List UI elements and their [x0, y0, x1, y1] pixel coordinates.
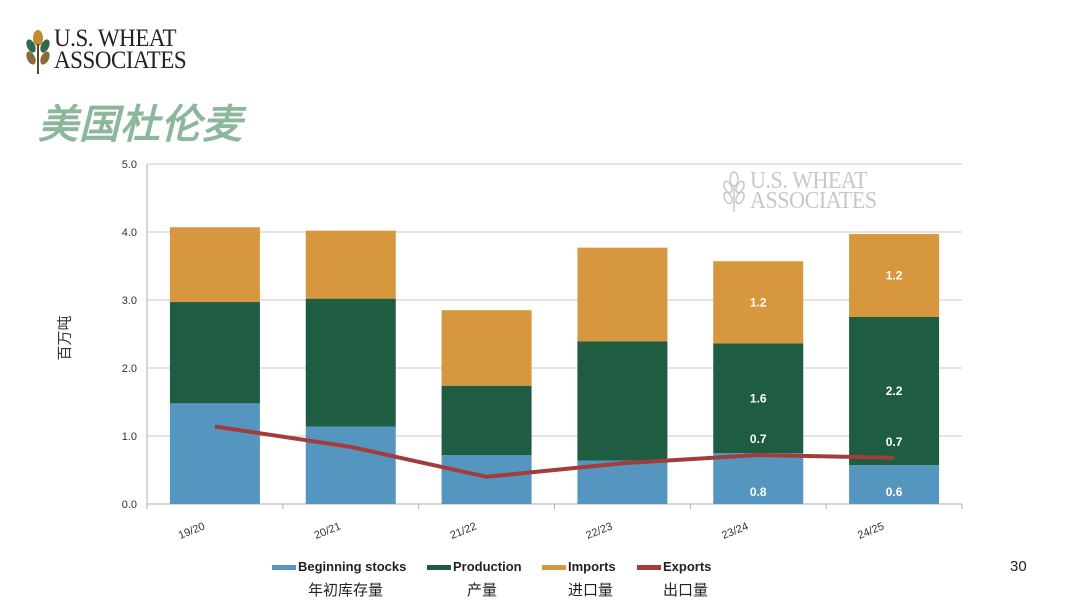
y-tick-label: 5.0: [122, 159, 137, 171]
gridlines: [146, 163, 963, 509]
legend-label-cn-beginning-stocks: 年初库存量: [308, 581, 384, 599]
data-label-imports-23-24: 1.2: [750, 295, 767, 309]
legend-label-cn-exports: 出口量: [663, 581, 709, 599]
legend-label-beginning-stocks: Beginning stocks: [298, 559, 407, 574]
page-number: 30: [1010, 558, 1027, 575]
legend-label-production: Production: [453, 559, 522, 574]
bar-beginning-stocks-21-22: [441, 455, 532, 504]
legend-label-exports: Exports: [663, 559, 712, 574]
bar-imports-19-20: [169, 227, 260, 303]
data-labels: 0.8 1.6 1.2 0.6 2.2 1.2 0.7 0.7: [750, 269, 903, 499]
watermark-line1: U.S. WHEAT: [750, 168, 868, 194]
bar-imports-21-22: [441, 310, 532, 386]
data-label-imports-24-25: 1.2: [886, 269, 903, 283]
logo-line2: ASSOCIATES: [54, 47, 187, 74]
chart-legend: Beginning stocks 年初库存量 Production 产量 Imp…: [272, 558, 732, 602]
exports-line: [214, 424, 895, 479]
bar-beginning-stocks-20-21: [305, 426, 396, 504]
bar-production-23-24: [713, 343, 804, 453]
legend-swatch-beginning-stocks: [272, 565, 296, 570]
x-tick-labels: 19/20 20/21 21/22 22/23 23/24 24/25: [177, 520, 886, 541]
wheat-logo-icon: [26, 30, 50, 74]
x-tick-label: 24/25: [856, 520, 886, 541]
x-tick-label: 20/21: [313, 520, 343, 541]
bar-production-24-25: [849, 317, 940, 466]
x-tick-label: 22/23: [584, 520, 614, 541]
logo-wordmark: U.S. WHEAT ASSOCIATES: [54, 25, 192, 74]
legend-label-imports: Imports: [568, 559, 616, 574]
bar-production-20-21: [305, 298, 396, 427]
data-label-beginning-stocks-23-24: 0.8: [750, 485, 767, 499]
data-label-beginning-stocks-24-25: 0.6: [886, 485, 903, 499]
legend-swatch-imports: [542, 565, 566, 570]
watermark-wordmark: U.S. WHEAT ASSOCIATES: [750, 168, 888, 214]
watermark: U.S. WHEAT ASSOCIATES: [722, 168, 892, 214]
y-tick-labels: 0.0 1.0 2.0 3.0 4.0 5.0: [122, 159, 137, 511]
bar-imports-22-23: [577, 247, 668, 342]
x-tick-label: 19/20: [177, 520, 207, 541]
bar-production-21-22: [441, 385, 532, 456]
bar-imports-24-25: [849, 234, 940, 317]
watermark-line2: ASSOCIATES: [750, 188, 877, 214]
bars: [169, 227, 940, 504]
data-label-production-23-24: 1.6: [750, 391, 767, 405]
usw-logo: U.S. WHEAT ASSOCIATES: [24, 25, 204, 76]
legend-label-cn-production: 产量: [467, 581, 498, 599]
bar-beginning-stocks-24-25: [849, 465, 940, 504]
x-tick-label: 23/24: [720, 520, 750, 541]
x-tick-label: 21/22: [448, 520, 478, 541]
page-title: 美国杜伦麦: [38, 102, 243, 148]
y-tick-label: 3.0: [122, 295, 137, 307]
wheat-watermark-icon: [723, 171, 745, 212]
y-tick-label: 2.0: [122, 363, 137, 375]
legend-label-cn-imports: 进口量: [568, 581, 614, 599]
bar-beginning-stocks-19-20: [169, 403, 260, 504]
y-axis-label: 百万吨: [55, 315, 74, 361]
legend-swatch-production: [427, 565, 451, 570]
bar-production-19-20: [169, 302, 260, 404]
bar-production-22-23: [577, 341, 668, 461]
line-exports: [214, 424, 895, 479]
data-label-exports-24-25: 0.7: [886, 435, 903, 449]
y-tick-label: 4.0: [122, 227, 137, 239]
legend-swatch-exports: [637, 565, 661, 570]
bar-imports-23-24: [713, 261, 804, 344]
bar-imports-20-21: [305, 230, 396, 299]
data-label-production-24-25: 2.2: [886, 384, 903, 398]
data-label-exports-23-24: 0.7: [750, 432, 767, 446]
y-tick-label: 1.0: [122, 431, 137, 443]
bar-beginning-stocks-23-24: [713, 453, 804, 504]
y-tick-label: 0.0: [122, 499, 137, 511]
logo-line1: U.S. WHEAT: [54, 25, 177, 52]
